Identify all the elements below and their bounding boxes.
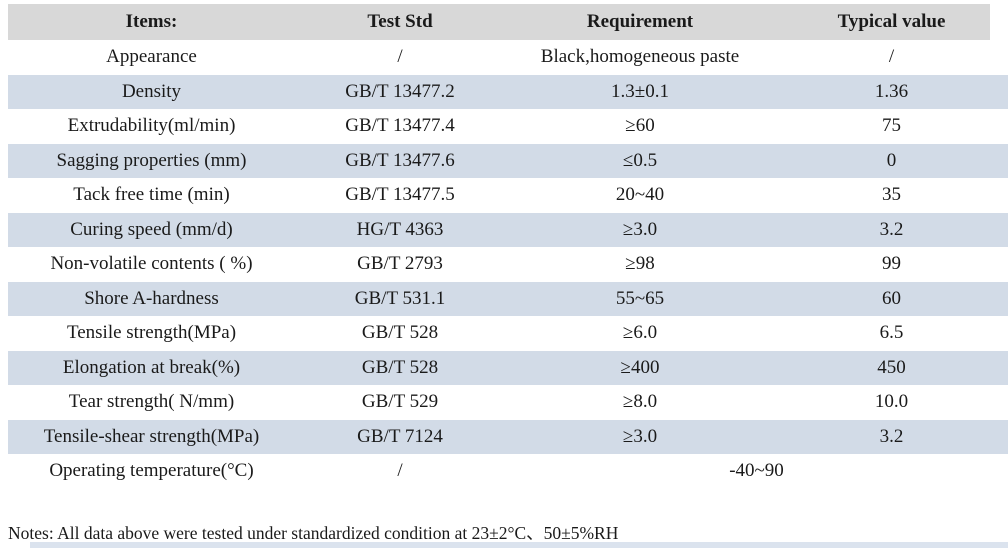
table-row: Tack free time (min) GB/T 13477.5 20~40 … bbox=[8, 178, 1008, 213]
cell-test-std: GB/T 2793 bbox=[357, 253, 443, 275]
cell-requirement: 1.3±0.1 bbox=[611, 80, 669, 102]
column-header-requirement: Requirement bbox=[505, 4, 775, 40]
cell-item: Curing speed (mm/d) bbox=[70, 218, 233, 240]
cell-item: Density bbox=[121, 80, 182, 102]
table-row: Elongation at break(%) GB/T 528 ≥400 450 bbox=[8, 350, 1008, 385]
cell-typical-value: 450 bbox=[877, 356, 906, 378]
cell-requirement: ≥60 bbox=[625, 115, 655, 137]
cell-requirement: 20~40 bbox=[615, 184, 665, 206]
cell-test-std: GB/T 529 bbox=[361, 391, 439, 413]
table-row: Non-volatile contents ( %) GB/T 2793 ≥98… bbox=[8, 247, 1008, 282]
cell-test-std: / bbox=[397, 46, 403, 68]
cell-typical-value: / bbox=[888, 46, 895, 68]
cell-typical-value: 6.5 bbox=[879, 322, 904, 344]
cell-test-std: GB/T 13477.4 bbox=[345, 115, 455, 137]
partial-row-strip bbox=[30, 542, 1008, 548]
table-row: Operating temperature(°C) / -40~90 bbox=[8, 454, 1008, 489]
cell-item: Tear strength( N/mm) bbox=[68, 391, 235, 413]
cell-item: Tensile-shear strength(MPa) bbox=[43, 425, 260, 447]
table-row: Tear strength( N/mm) GB/T 529 ≥8.0 10.0 bbox=[8, 385, 1008, 420]
cell-item: Non-volatile contents ( %) bbox=[50, 253, 253, 275]
cell-test-std: GB/T 528 bbox=[361, 322, 439, 344]
cell-typical-value: 75 bbox=[882, 115, 901, 137]
table-row: Tensile strength(MPa) GB/T 528 ≥6.0 6.5 bbox=[8, 316, 1008, 351]
cell-typical-value: 10.0 bbox=[874, 391, 909, 413]
table-row: Tensile-shear strength(MPa) GB/T 7124 ≥3… bbox=[8, 419, 1008, 454]
column-header-typical-value: Typical value bbox=[775, 4, 1008, 40]
cell-typical-value: 1.36 bbox=[874, 80, 909, 102]
cell-test-std: GB/T 13477.2 bbox=[345, 80, 455, 102]
cell-requirement: ≥3.0 bbox=[622, 218, 658, 240]
cell-item: Shore A-hardness bbox=[84, 287, 219, 309]
cell-item: Appearance bbox=[106, 46, 197, 68]
cell-typical-value: 3.2 bbox=[879, 218, 904, 240]
column-header-test-std: Test Std bbox=[295, 4, 505, 40]
cell-typical-value: 60 bbox=[882, 287, 901, 309]
cell-requirement: ≤0.5 bbox=[622, 149, 658, 171]
cell-test-std: GB/T 13477.5 bbox=[345, 184, 455, 206]
cell-item: Elongation at break(%) bbox=[62, 356, 241, 378]
column-header-items: Items: bbox=[8, 4, 295, 40]
cell-item: Tensile strength(MPa) bbox=[66, 322, 237, 344]
cell-requirement: ≥400 bbox=[620, 356, 660, 378]
table-row: Shore A-hardness GB/T 531.1 55~65 60 bbox=[8, 281, 1008, 316]
cell-test-std: GB/T 7124 bbox=[357, 425, 443, 447]
cell-typical-value: 3.2 bbox=[879, 425, 904, 447]
spec-table: Items: Test Std Requirement Typical valu… bbox=[8, 4, 1008, 489]
cell-requirement: Black,homogeneous paste bbox=[540, 46, 740, 68]
cell-requirement: 55~65 bbox=[615, 287, 665, 309]
cell-requirement: ≥98 bbox=[625, 253, 655, 275]
table-row: Extrudability(ml/min) GB/T 13477.4 ≥60 7… bbox=[8, 109, 1008, 144]
cell-test-std: GB/T 528 bbox=[361, 356, 439, 378]
cell-test-std: / bbox=[397, 460, 403, 482]
header-row: Items: Test Std Requirement Typical valu… bbox=[8, 4, 1008, 40]
cell-test-std: GB/T 531.1 bbox=[354, 287, 446, 309]
cell-item: Sagging properties (mm) bbox=[56, 149, 247, 171]
cell-item: Operating temperature(°C) bbox=[49, 460, 254, 482]
cell-item: Tack free time (min) bbox=[73, 184, 230, 206]
table-body: Appearance / Black,homogeneous paste / D… bbox=[8, 40, 1008, 489]
cell-test-std: HG/T 4363 bbox=[356, 218, 444, 240]
cell-requirement-merged: -40~90 bbox=[729, 460, 784, 482]
table-header: Items: Test Std Requirement Typical valu… bbox=[8, 4, 1008, 40]
cell-requirement: ≥6.0 bbox=[622, 322, 658, 344]
table-row: Density GB/T 13477.2 1.3±0.1 1.36 bbox=[8, 74, 1008, 109]
table-row: Appearance / Black,homogeneous paste / bbox=[8, 40, 1008, 75]
cell-item: Extrudability(ml/min) bbox=[67, 115, 236, 137]
cell-requirement: ≥3.0 bbox=[622, 425, 658, 447]
cell-typical-value: 99 bbox=[882, 253, 901, 275]
table-row: Sagging properties (mm) GB/T 13477.6 ≤0.… bbox=[8, 143, 1008, 178]
cell-typical-value: 35 bbox=[882, 184, 901, 206]
cell-requirement: ≥8.0 bbox=[622, 391, 658, 413]
table-row: Curing speed (mm/d) HG/T 4363 ≥3.0 3.2 bbox=[8, 212, 1008, 247]
notes-text: Notes: All data above were tested under … bbox=[8, 523, 619, 543]
cell-typical-value: 0 bbox=[886, 149, 897, 171]
cell-test-std: GB/T 13477.6 bbox=[345, 149, 455, 171]
